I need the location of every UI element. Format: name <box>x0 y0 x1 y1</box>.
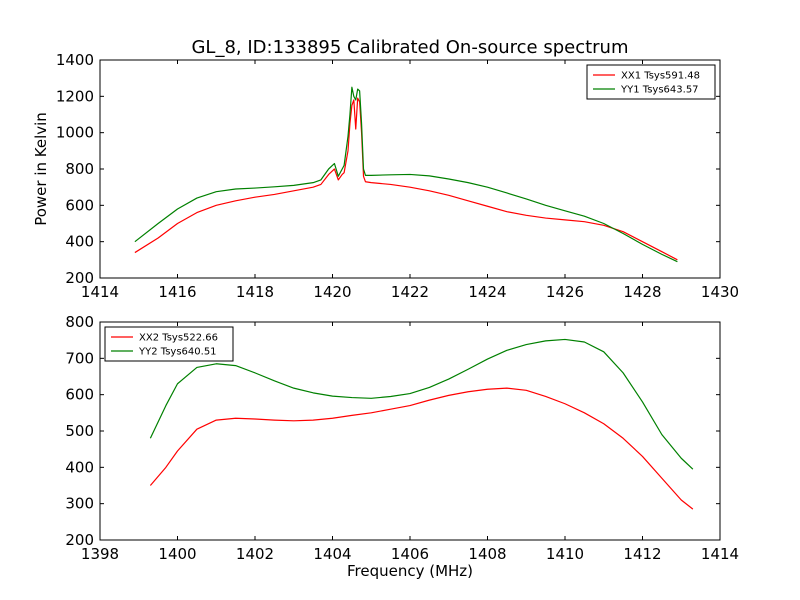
bottom-x-tick-label: 1400 <box>158 545 196 563</box>
top-legend-label-2: YY1 Tsys643.57 <box>620 85 699 96</box>
bottom-y-tick-label: 700 <box>65 349 94 367</box>
bottom-legend-box <box>104 326 234 362</box>
bottom-series-line-1 <box>149 387 694 510</box>
bottom-y-tick-label: 300 <box>65 495 94 513</box>
top-series-line-2 <box>134 86 678 263</box>
top-series-line-1 <box>134 97 678 261</box>
bottom-x-tick-label: 1406 <box>391 545 429 563</box>
bottom-x-tick-label: 1398 <box>81 545 119 563</box>
top-legend-box <box>586 64 716 100</box>
top-x-tick-label: 1430 <box>701 283 739 301</box>
top-y-tick-label: 200 <box>65 269 94 287</box>
top-y-tick-label: 1400 <box>56 51 94 69</box>
bottom-x-axis-label: Frequency (MHz) <box>347 562 473 580</box>
top-x-tick-label: 1426 <box>546 283 584 301</box>
top-y-tick-label: 600 <box>65 196 94 214</box>
bottom-subplot: 1398 1400 1402 1404 1406 1408 1410 1412 1414 200 3… <box>65 313 739 563</box>
bottom-x-tick-label: 1408 <box>468 545 506 563</box>
bottom-legend: XX2 Tsys522.66 YY2 Tsys640.51 <box>104 326 234 362</box>
bottom-y-tick-label: 200 <box>65 531 94 549</box>
bottom-y-tick-label: 800 <box>65 313 94 331</box>
top-legend-label-1: XX1 Tsys591.48 <box>621 71 700 82</box>
top-x-tick-label: 1416 <box>158 283 196 301</box>
top-subplot: 1414 1416 1418 1420 1422 1424 1426 1428 1430 200 4… <box>56 51 739 301</box>
bottom-x-tick-label: 1404 <box>313 545 351 563</box>
top-y-axis-label: Power in Kelvin <box>32 112 50 226</box>
top-x-tick-label: 1428 <box>623 283 661 301</box>
bottom-x-tick-label: 1402 <box>236 545 274 563</box>
top-x-tick-label: 1414 <box>81 283 119 301</box>
top-y-tick-label: 400 <box>65 233 94 251</box>
top-x-tick-label: 1418 <box>236 283 274 301</box>
bottom-y-tick-label: 600 <box>65 386 94 404</box>
bottom-legend-label-1: XX2 Tsys522.66 <box>139 333 218 344</box>
bottom-x-tick-label: 1412 <box>623 545 661 563</box>
chart-title: GL_8, ID:133895 Calibrated On-source spe… <box>191 37 628 58</box>
bottom-legend-label-2: YY2 Tsys640.51 <box>138 347 217 358</box>
top-x-tick-label: 1422 <box>391 283 429 301</box>
bottom-x-tick-label: 1414 <box>701 545 739 563</box>
bottom-y-tick-label: 400 <box>65 458 94 476</box>
top-y-tick-label: 1000 <box>56 124 94 142</box>
top-y-tick-label: 800 <box>65 160 94 178</box>
top-x-tick-label: 1424 <box>468 283 506 301</box>
bottom-series-line-2 <box>149 338 694 470</box>
top-legend: XX1 Tsys591.48 YY1 Tsys643.57 <box>586 64 716 100</box>
top-y-tick-label: 1200 <box>56 87 94 105</box>
top-x-tick-label: 1420 <box>313 283 351 301</box>
bottom-y-tick-label: 500 <box>65 422 94 440</box>
bottom-x-tick-label: 1410 <box>546 545 584 563</box>
